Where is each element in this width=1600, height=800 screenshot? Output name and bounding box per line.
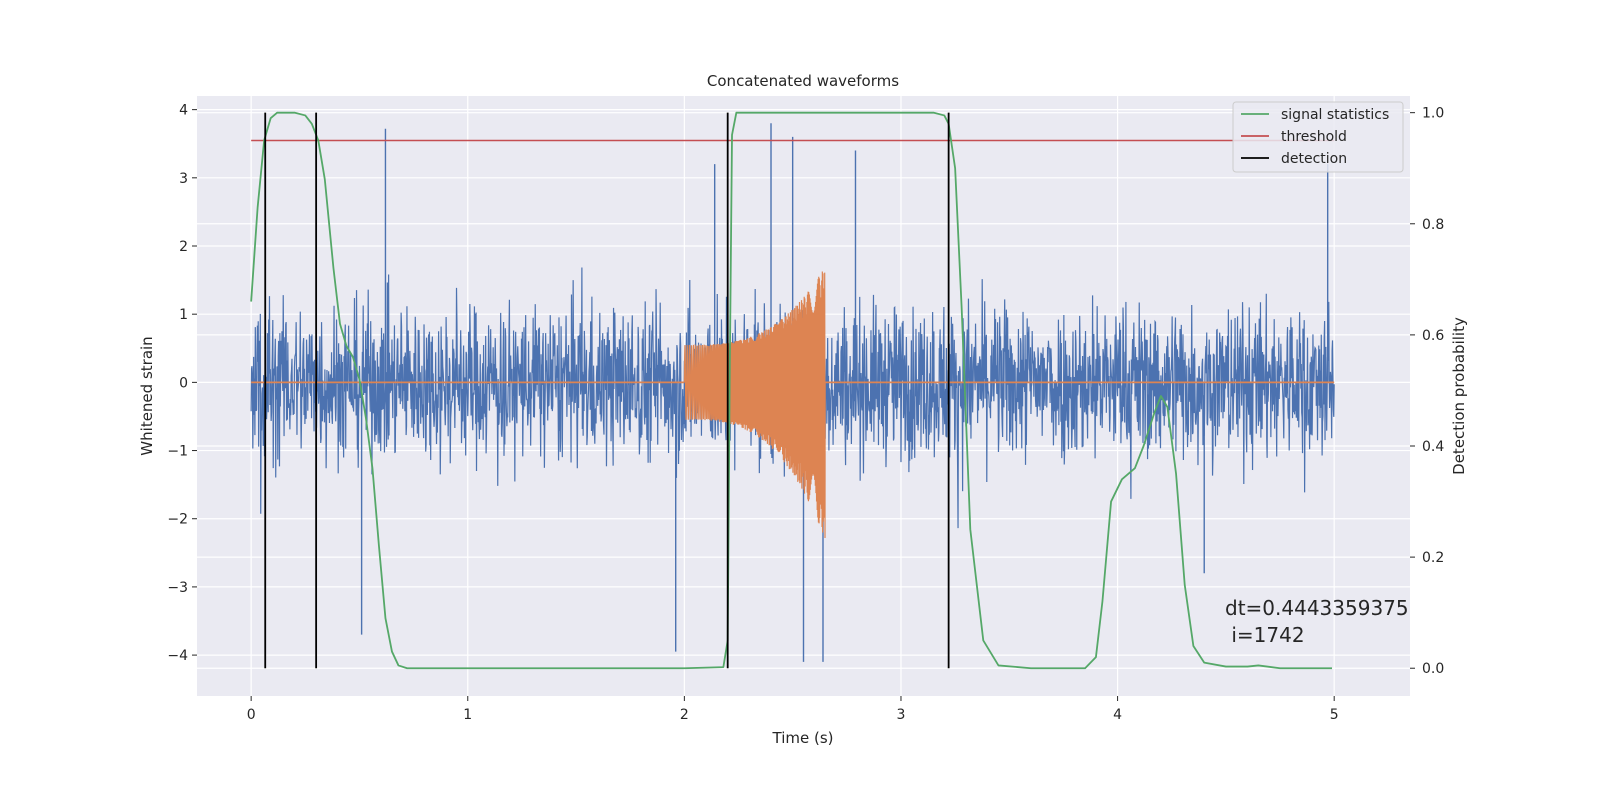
x-tick-label: 2	[680, 707, 689, 723]
chart-title: Concatenated waveforms	[707, 72, 899, 90]
y-axis-right-label: Detection probability	[1450, 317, 1468, 475]
y-tick-label: −3	[167, 580, 188, 596]
x-tick-label: 0	[247, 707, 256, 723]
injection-series	[251, 271, 1335, 538]
injection-chirp	[683, 271, 826, 538]
y-right-tick-label: 0.4	[1422, 439, 1444, 455]
legend-box	[1232, 101, 1404, 173]
y-axis-label: Whitened strain	[138, 336, 156, 455]
y-tick-label: −2	[167, 512, 188, 528]
y-right-tick-label: 0.6	[1422, 328, 1444, 344]
annotation-index: i=1742	[1225, 623, 1305, 647]
y-tick-label: 4	[179, 103, 188, 119]
statistic-line	[250, 111, 1333, 670]
y-right-tick-label: 0.8	[1422, 217, 1444, 233]
y-tick-label: 0	[179, 375, 188, 391]
x-tick-label: 4	[1113, 707, 1122, 723]
x-tick-label: 1	[463, 707, 472, 723]
y-right-tick-label: 1.0	[1422, 106, 1444, 122]
y-tick-label: −1	[167, 444, 188, 460]
tick-labels: 0 1 2 3 4 5 −4 −3 −2 −1 0 1 2 3 4 0.0 0.2 0.4 0.6 0.8 1.0	[167, 103, 1444, 723]
x-tick-label: 5	[1330, 707, 1339, 723]
legend-label-threshold: threshold	[1281, 129, 1347, 145]
x-axis-label: Time (s)	[772, 729, 834, 747]
annotation-dt: dt=0.4443359375	[1225, 596, 1409, 620]
y-tick-label: 3	[179, 171, 188, 187]
y-tick-label: 2	[179, 239, 188, 255]
x-tick-label: 3	[897, 707, 906, 723]
y-tick-label: 1	[179, 307, 188, 323]
y-right-tick-label: 0.0	[1422, 661, 1444, 677]
legend: signal statistics threshold detection	[1232, 101, 1404, 173]
legend-label-detection: detection	[1281, 151, 1347, 167]
y-tick-label: −4	[167, 648, 188, 664]
statistic-series	[250, 111, 1333, 670]
y-right-tick-label: 0.2	[1422, 550, 1444, 566]
legend-label-statistic: signal statistics	[1281, 107, 1389, 123]
detection-series	[264, 112, 950, 669]
